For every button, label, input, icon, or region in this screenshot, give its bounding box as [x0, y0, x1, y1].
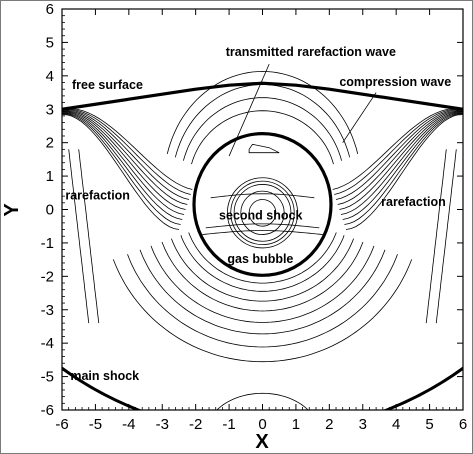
annotation-leader [342, 92, 377, 143]
rarefaction-fan-line [62, 114, 180, 230]
y-tick-label: -1 [41, 235, 54, 252]
y-tick-label: -3 [41, 302, 54, 319]
x-tick-label: -1 [222, 416, 235, 433]
rarefaction-fan-line [345, 114, 463, 230]
x-tick-label: -6 [55, 416, 68, 433]
contour-upper-arc [191, 110, 334, 165]
x-tick-label: 3 [359, 416, 367, 433]
rarefaction-fan-line [62, 109, 190, 200]
y-tick-label: 3 [46, 101, 54, 118]
x-tick-label: 4 [392, 416, 400, 433]
bubble-inner-curve [202, 230, 323, 235]
x-tick-label: 5 [425, 416, 433, 433]
side-contour-line [435, 149, 457, 324]
gas-bubble-boundary [192, 132, 333, 277]
rarefaction-fan-line [62, 108, 191, 195]
y-tick-label: 0 [46, 202, 54, 219]
bubble-inner-contour [248, 199, 277, 227]
side-contour-line [78, 149, 100, 324]
rarefaction-fan-line [339, 111, 463, 210]
annotation-label: compression wave [339, 75, 451, 89]
contour-ring [161, 241, 364, 312]
x-tick-label: -3 [156, 416, 169, 433]
contour-ring [188, 232, 337, 284]
y-tick-label: 2 [46, 135, 54, 152]
rarefaction-fan-line [340, 112, 463, 215]
y-tick-label: -6 [41, 402, 54, 419]
annotations: transmitted rarefaction wave free surface… [65, 45, 451, 383]
contour-ring [171, 238, 354, 302]
rarefaction-fan-line [62, 108, 193, 190]
rarefaction-fan-line [342, 112, 463, 220]
side-contour-line [68, 149, 90, 324]
x-axis-title: X [255, 431, 269, 453]
bubble-inner-contour [240, 190, 285, 235]
bubble-inner-curve [205, 223, 320, 229]
rarefaction-fan-line [62, 111, 186, 210]
x-tick-label: -4 [122, 416, 135, 433]
y-tick-label: -2 [41, 268, 54, 285]
annotation-label: second shock [219, 209, 302, 223]
rarefaction-fan-line [62, 112, 183, 220]
x-tick-label: 2 [325, 416, 333, 433]
y-tick-label: 6 [46, 1, 54, 18]
rarefaction-fan-line [62, 112, 185, 215]
contour-ring [139, 249, 386, 335]
bubble-inner-contour [227, 177, 298, 249]
y-tick-label: 1 [46, 168, 54, 185]
rarefaction-fan-line [344, 113, 463, 225]
rarefaction-fan-line [337, 110, 463, 205]
annotation-leader [228, 63, 270, 157]
annotation-label: rarefaction [65, 188, 130, 202]
contour-lines [62, 70, 463, 410]
bubble-inner-contour [230, 180, 295, 245]
y-tick-label: -5 [41, 369, 54, 386]
rarefaction-fan-line [62, 110, 188, 205]
contour-upper-arc [183, 97, 342, 161]
bottom-contour-arc [216, 392, 309, 410]
y-axis-title: Y [1, 203, 23, 217]
x-tick-label: -5 [89, 416, 102, 433]
bubble-inner-curve [210, 193, 315, 199]
x-tick-label: 1 [292, 416, 300, 433]
rarefaction-fan-line [335, 109, 463, 200]
bubble-inner-blob [248, 143, 280, 154]
side-contour-line [425, 149, 447, 324]
contour-ring [127, 254, 398, 348]
x-tick-label: 0 [258, 416, 266, 433]
annotation-label: main shock [70, 369, 139, 383]
y-tick-label: -4 [41, 335, 54, 352]
tick-labels: -6 -5 -4 -3 -2 -1 0 1 2 3 4 5 6 -6 -5 -4 -3 -2 -1 0 1 2 3 4 5 6 [41, 1, 468, 433]
axis-ticks [61, 8, 464, 411]
rarefaction-fan-line [62, 113, 181, 225]
rarefaction-fan-line [332, 108, 463, 190]
rarefaction-fan-line [334, 108, 463, 195]
y-tick-label: 4 [46, 68, 54, 85]
bubble-inner-contour [233, 184, 292, 242]
contour-ring [112, 259, 413, 363]
x-tick-label: -2 [189, 416, 202, 433]
annotation-label: transmitted rarefaction wave [226, 45, 396, 59]
contour-upper-arc [166, 70, 359, 154]
x-tick-label: 6 [459, 416, 467, 433]
annotation-label: gas bubble [227, 252, 293, 266]
annotation-label: rarefaction [381, 195, 446, 209]
annotation-label: free surface [72, 78, 143, 92]
contour-ring [150, 245, 375, 323]
y-tick-label: 5 [46, 34, 54, 51]
contour-ring [180, 235, 345, 292]
